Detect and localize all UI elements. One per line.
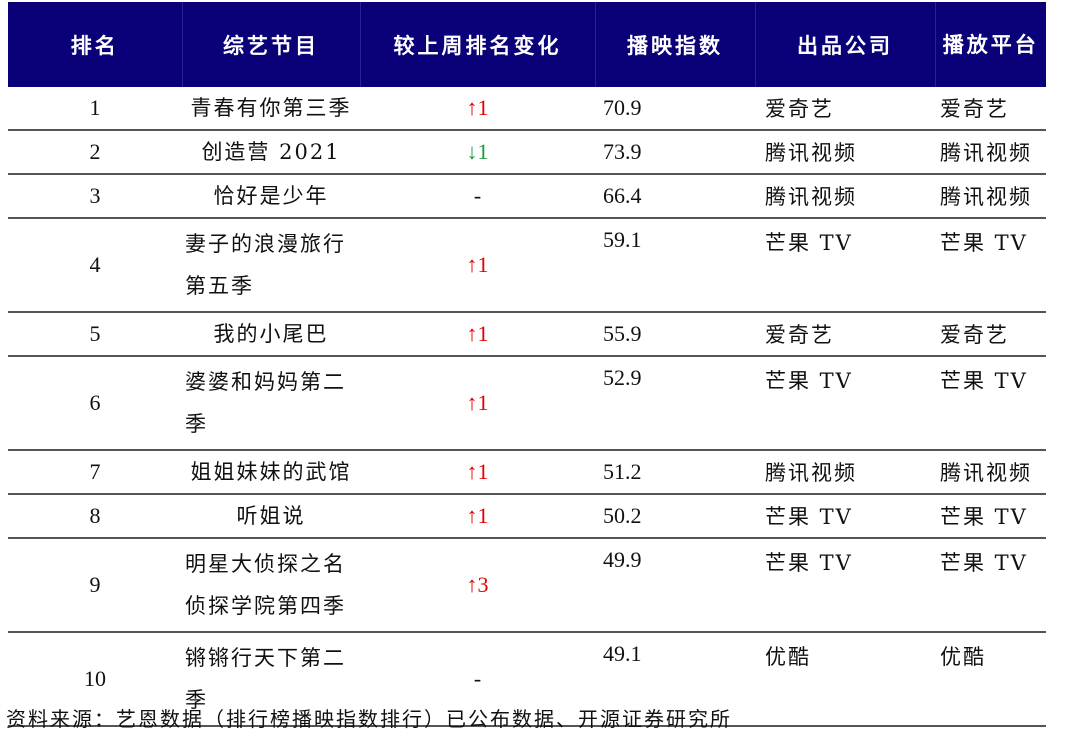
header-platform: 播放平台 [935, 2, 1046, 87]
index-cell: 70.9 [595, 87, 755, 131]
show-name: 妻子的浪漫旅行第五季 [185, 232, 346, 298]
platform-cell: 爱奇艺 [935, 87, 1046, 131]
company-cell: 芒果 TV [755, 538, 935, 633]
rank-change-cell: ↓1 [360, 130, 595, 175]
header-company: 出品公司 [755, 2, 936, 87]
rank-cell: 8 [8, 494, 182, 539]
company-cell: 腾讯视频 [755, 450, 935, 495]
show-name: 明星大侦探之名侦探学院第四季 [185, 552, 346, 618]
company-cell: 优酷 [755, 632, 935, 727]
show-cell: 听姐说 [182, 494, 360, 539]
show-cell: 锵锵行天下第二季 [182, 632, 360, 727]
platform-cell: 芒果 TV [935, 218, 1046, 313]
header-row: 排名 综艺节目 较上周排名变化 播映指数 出品公司 播放平台 [8, 2, 1046, 87]
rank-change-cell: ↑3 [360, 538, 595, 633]
show-name: 姐姐妹妹的武馆 [190, 460, 352, 484]
show-cell: 恰好是少年 [182, 174, 360, 219]
platform-cell: 腾讯视频 [935, 450, 1046, 495]
rank-change-cell: ↑1 [360, 494, 595, 539]
show-name: 青春有你第三季 [190, 96, 352, 120]
table-row: 6 婆婆和妈妈第二季 ↑1 52.9 芒果 TV 芒果 TV [8, 356, 1046, 451]
show-name: 创造营 2021 [201, 140, 341, 164]
rank-change-cell: ↑1 [360, 450, 595, 495]
show-name: 锵锵行天下第二季 [185, 646, 346, 712]
company-cell: 芒果 TV [755, 218, 935, 313]
show-cell: 妻子的浪漫旅行第五季 [182, 218, 360, 313]
rank-change-cell: - [360, 174, 595, 219]
rank-cell: 4 [8, 218, 182, 313]
company-cell: 爱奇艺 [755, 87, 935, 131]
header-show: 综艺节目 [182, 2, 361, 87]
show-cell: 创造营 2021 [182, 130, 360, 175]
company-cell: 芒果 TV [755, 494, 935, 539]
rank-cell: 10 [8, 632, 182, 727]
show-cell: 青春有你第三季 [182, 87, 360, 131]
rank-cell: 1 [8, 87, 182, 131]
rank-cell: 7 [8, 450, 182, 495]
rank-cell: 6 [8, 356, 182, 451]
show-name: 恰好是少年 [213, 184, 329, 208]
rank-change-cell: - [360, 632, 595, 727]
show-cell: 婆婆和妈妈第二季 [182, 356, 360, 451]
rank-cell: 9 [8, 538, 182, 633]
table-row: 1 青春有你第三季 ↑1 70.9 爱奇艺 爱奇艺 [8, 87, 1046, 131]
show-cell: 明星大侦探之名侦探学院第四季 [182, 538, 360, 633]
rank-cell: 3 [8, 174, 182, 219]
index-cell: 49.9 [595, 538, 755, 633]
index-cell: 51.2 [595, 450, 755, 495]
company-cell: 芒果 TV [755, 356, 935, 451]
index-cell: 59.1 [595, 218, 755, 313]
table-row: 8 听姐说 ↑1 50.2 芒果 TV 芒果 TV [8, 494, 1046, 539]
show-cell: 我的小尾巴 [182, 312, 360, 357]
index-cell: 52.9 [595, 356, 755, 451]
show-name: 婆婆和妈妈第二季 [185, 370, 346, 436]
source-note: 资料来源：艺恩数据（排行榜播映指数排行）已公布数据、开源证券研究所 [6, 707, 732, 731]
header-change: 较上周排名变化 [360, 2, 596, 87]
platform-cell: 芒果 TV [935, 494, 1046, 539]
index-cell: 66.4 [595, 174, 755, 219]
table-row: 5 我的小尾巴 ↑1 55.9 爱奇艺 爱奇艺 [8, 312, 1046, 357]
platform-cell: 芒果 TV [935, 356, 1046, 451]
platform-cell: 芒果 TV [935, 538, 1046, 633]
rank-change-cell: ↑1 [360, 356, 595, 451]
header-rank: 排名 [8, 2, 183, 87]
show-cell: 姐姐妹妹的武馆 [182, 450, 360, 495]
index-cell: 49.1 [595, 632, 755, 727]
index-cell: 55.9 [595, 312, 755, 357]
company-cell: 腾讯视频 [755, 130, 935, 175]
table-row: 9 明星大侦探之名侦探学院第四季 ↑3 49.9 芒果 TV 芒果 TV [8, 538, 1046, 633]
table-row: 2 创造营 2021 ↓1 73.9 腾讯视频 腾讯视频 [8, 130, 1046, 175]
rank-cell: 5 [8, 312, 182, 357]
rank-change-cell: ↑1 [360, 87, 595, 131]
table-row: 3 恰好是少年 -66.4 腾讯视频 腾讯视频 [8, 174, 1046, 219]
show-name: 听姐说 [236, 504, 306, 528]
ranking-table: 排名 综艺节目 较上周排名变化 播映指数 出品公司 播放平台 1 青春有你第三季 ↑… [8, 2, 1046, 727]
company-cell: 腾讯视频 [755, 174, 935, 219]
index-cell: 73.9 [595, 130, 755, 175]
rank-change-cell: ↑1 [360, 312, 595, 357]
rank-cell: 2 [8, 130, 182, 175]
header-index: 播映指数 [595, 2, 756, 87]
company-cell: 爱奇艺 [755, 312, 935, 357]
index-cell: 50.2 [595, 494, 755, 539]
platform-cell: 优酷 [935, 632, 1046, 727]
show-name: 我的小尾巴 [213, 322, 329, 346]
table-row: 4 妻子的浪漫旅行第五季 ↑1 59.1 芒果 TV 芒果 TV [8, 218, 1046, 313]
platform-cell: 爱奇艺 [935, 312, 1046, 357]
rank-change-cell: ↑1 [360, 218, 595, 313]
table-row: 7 姐姐妹妹的武馆 ↑1 51.2 腾讯视频 腾讯视频 [8, 450, 1046, 495]
platform-cell: 腾讯视频 [935, 174, 1046, 219]
platform-cell: 腾讯视频 [935, 130, 1046, 175]
table-row: 10 锵锵行天下第二季 -49.1 优酷 优酷 [8, 632, 1046, 727]
